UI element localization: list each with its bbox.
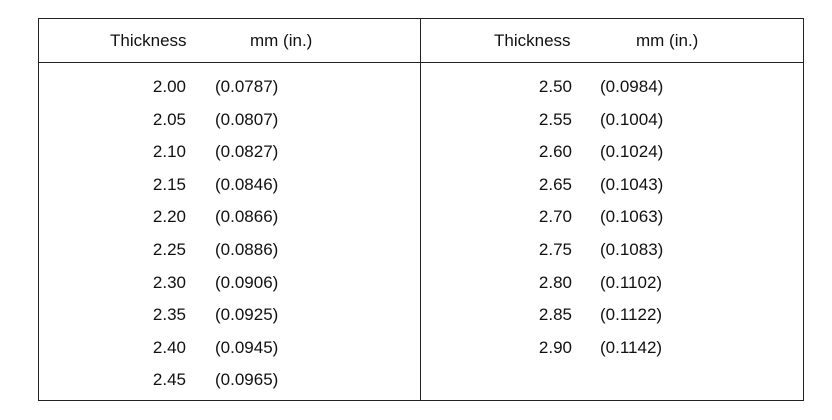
thickness-in: (0.0787)	[215, 77, 279, 96]
thickness-in: (0.1063)	[600, 207, 664, 227]
thickness-in: (0.0827)	[215, 142, 279, 162]
thickness-mm: 2.40	[152, 337, 186, 357]
column-rule	[420, 18, 421, 400]
thickness-mm: 2.05	[152, 109, 186, 129]
thickness-in: (0.0906)	[215, 272, 279, 292]
thickness-mm: 2.50	[538, 77, 572, 96]
thickness-mm: 2.45	[152, 370, 186, 390]
header-label: mm (in.)	[250, 31, 313, 50]
table-border	[38, 18, 804, 401]
thickness-mm: 2.90	[538, 337, 572, 357]
thickness-mm: 2.80	[538, 272, 572, 292]
thickness-in: (0.0965)	[215, 370, 279, 390]
thickness-in: (0.0925)	[215, 305, 279, 325]
thickness-in: (0.0886)	[215, 240, 279, 259]
thickness-in: (0.0807)	[215, 109, 279, 129]
thickness-in: (0.1083)	[600, 240, 664, 259]
thickness-mm: 2.75	[538, 240, 572, 259]
thickness-in: (0.0984)	[600, 77, 664, 96]
thickness-in: (0.0866)	[215, 207, 279, 227]
thickness-in: (0.1004)	[600, 109, 664, 129]
thickness-mm: 2.85	[538, 305, 572, 325]
thickness-in: (0.1142)	[600, 337, 663, 357]
thickness-mm: 2.70	[538, 207, 572, 227]
thickness-mm: 2.30	[152, 272, 186, 292]
thickness-mm: 2.60	[538, 142, 572, 162]
header-label: mm (in.)	[636, 31, 699, 50]
thickness-mm: 2.10	[152, 142, 186, 162]
header-label: Thickness	[494, 31, 571, 50]
thickness-in: (0.0945)	[215, 337, 279, 357]
thickness-in: (0.1122)	[600, 305, 663, 325]
thickness-in: (0.1024)	[600, 142, 664, 162]
header-label: Thickness	[110, 31, 187, 50]
thickness-in: (0.1102)	[600, 272, 663, 292]
thickness-mm: 2.00	[152, 77, 186, 96]
thickness-in: (0.1043)	[600, 174, 664, 194]
thickness-mm: 2.55	[538, 109, 572, 129]
thickness-in: (0.0846)	[215, 174, 279, 194]
thickness-mm: 2.25	[152, 240, 186, 259]
thickness-mm: 2.15	[152, 174, 186, 194]
thickness-mm: 2.35	[152, 305, 186, 325]
thickness-mm: 2.65	[538, 174, 572, 194]
thickness-mm: 2.20	[152, 207, 186, 227]
header-rule	[38, 62, 804, 63]
